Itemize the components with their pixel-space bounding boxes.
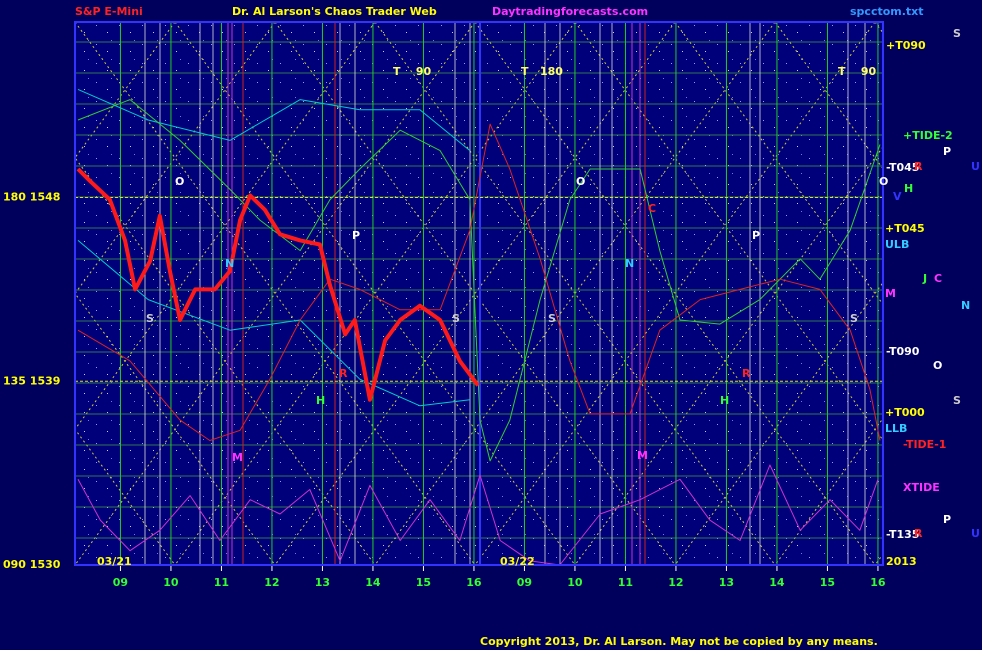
y-tick-label: 135 1539 <box>3 374 60 387</box>
annotation: -T135 <box>886 528 919 541</box>
annotation: LLB <box>885 422 907 435</box>
x-tick-label: 14 <box>365 576 381 589</box>
annotation: +TIDE-2 <box>903 129 953 142</box>
annotation: S <box>548 312 556 325</box>
annotation: P <box>943 145 951 158</box>
plot-frame <box>74 21 884 566</box>
annotation: M <box>885 287 896 300</box>
annotation: H <box>904 182 913 195</box>
annotation: R <box>914 527 923 540</box>
date-label: 2013 <box>886 555 917 568</box>
annotation: -T045 <box>886 161 919 174</box>
annotation: P <box>943 513 951 526</box>
series-line <box>77 88 471 151</box>
annotation: C <box>934 272 942 285</box>
x-tick-label: 13 <box>719 576 734 589</box>
annotation: U <box>971 160 980 173</box>
decoration <box>75 22 883 565</box>
y-tick-label: 090 1530 <box>3 558 61 571</box>
x-tick-label: 09 <box>113 576 128 589</box>
annotation: +T090 <box>886 39 926 52</box>
annotation: T 90 <box>838 65 876 78</box>
date-label: 03/22 <box>500 555 535 568</box>
series-line <box>77 99 881 462</box>
annotation: S <box>850 312 858 325</box>
series-line <box>77 123 881 441</box>
annotation: M <box>232 451 243 464</box>
annotation: C <box>648 202 656 215</box>
annotation: R <box>742 367 751 380</box>
annotation: M <box>637 449 648 462</box>
annotation: O <box>175 175 184 188</box>
x-tick-label: 12 <box>264 576 279 589</box>
annotation: N <box>225 257 234 270</box>
x-tick-label: 11 <box>618 576 633 589</box>
x-tick-label: 10 <box>567 576 583 589</box>
annotation: -T090 <box>886 345 920 358</box>
annotation: S <box>953 394 961 407</box>
x-tick-label: 15 <box>416 576 431 589</box>
left-title: S&P E-Mini <box>75 5 143 18</box>
site: Daytradingforecasts.com <box>492 5 648 18</box>
x-tick-label: 12 <box>668 576 683 589</box>
annotation: H <box>316 394 325 407</box>
annotation: O <box>879 175 888 188</box>
annotations: +T090 +TIDE-2 -T045 +T045 ULB M -T090 +T… <box>97 27 980 568</box>
annotation: T 90 <box>393 65 431 78</box>
x-tick-label: 11 <box>214 576 229 589</box>
annotation: +T000 <box>885 406 925 419</box>
copyright: Copyright 2013, Dr. Al Larson. May not b… <box>480 635 878 648</box>
annotation: P <box>352 229 360 242</box>
date-label: 03/21 <box>97 555 132 568</box>
y-tick-label: 180 1548 <box>3 191 60 204</box>
plot <box>75 22 883 571</box>
annotation: +T045 <box>885 222 925 235</box>
annotation: J <box>922 272 927 285</box>
annotation: U <box>971 527 980 540</box>
x-tick-label: 09 <box>517 576 532 589</box>
annotation: R <box>339 367 348 380</box>
annotation: N <box>961 299 970 312</box>
annotation: V <box>893 190 902 203</box>
x-tick-label: 10 <box>163 576 179 589</box>
annotation: ULB <box>885 238 909 251</box>
annotation: O <box>576 175 585 188</box>
annotation: S <box>953 27 961 40</box>
series-line <box>77 464 879 566</box>
x-tick-label: 13 <box>315 576 330 589</box>
annotation: R <box>914 160 923 173</box>
annotation: -TIDE-1 <box>903 438 946 451</box>
annotation: XTIDE <box>903 481 940 494</box>
file-name: spcctom.txt <box>850 5 924 18</box>
chart-title: Dr. Al Larson's Chaos Trader Web <box>232 5 437 18</box>
x-tick-label: 15 <box>820 576 835 589</box>
annotation: P <box>752 229 760 242</box>
series-line <box>76 167 480 402</box>
annotation: N <box>625 257 634 270</box>
x-tick-label: 16 <box>870 576 886 589</box>
annotation: T 180 <box>521 65 563 78</box>
annotation: S <box>146 312 154 325</box>
annotation: H <box>720 394 729 407</box>
annotation: O <box>933 359 942 372</box>
x-tick-label: 14 <box>769 576 785 589</box>
annotation: S <box>452 312 460 325</box>
x-tick-label: 16 <box>466 576 482 589</box>
